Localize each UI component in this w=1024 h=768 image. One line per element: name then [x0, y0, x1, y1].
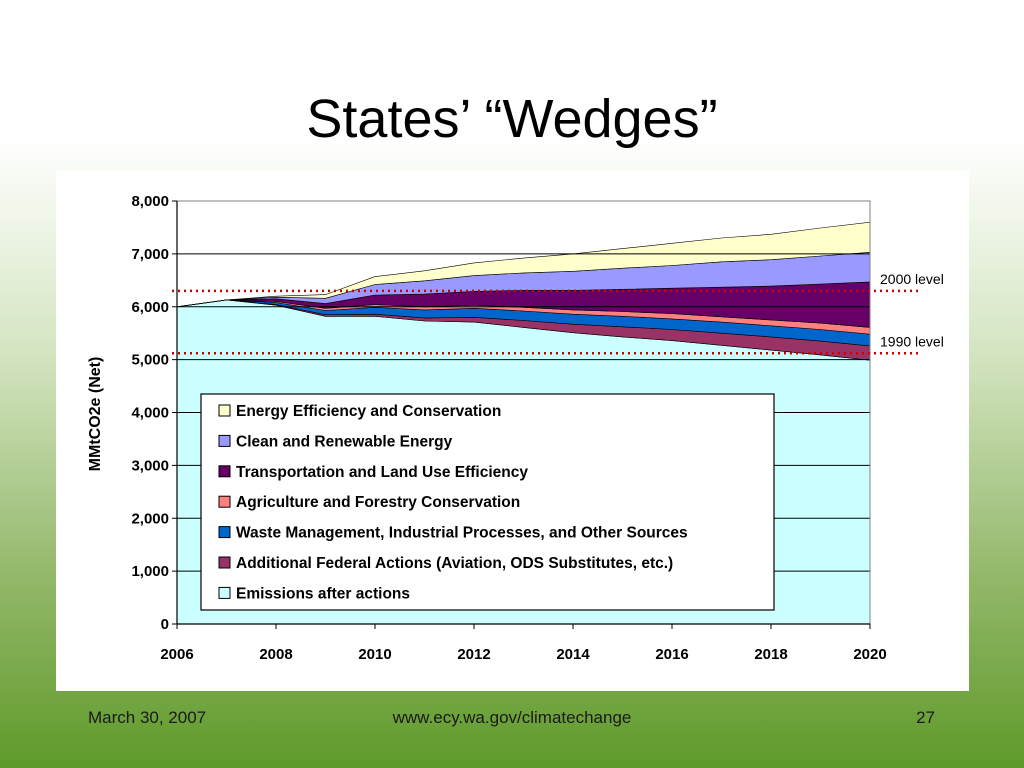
y-tick-label: 1,000: [131, 563, 169, 580]
chart-panel: 0 1,000 2,000 3,000 4,000 5,000 6,000 7,000 8,00…: [56, 171, 969, 691]
legend-swatch: [218, 586, 231, 599]
footer-page-number: 27: [916, 708, 935, 727]
legend-swatch: [218, 465, 231, 478]
reference-lines: 2000 level 1990 level: [172, 271, 944, 355]
tick-labels: 0 1,000 2,000 3,000 4,000 5,000 6,000 7,000 8,00…: [131, 193, 886, 663]
y-tick-label: 6,000: [131, 299, 169, 316]
y-tick-label: 8,000: [131, 193, 169, 210]
x-tick-label: 2018: [754, 646, 787, 663]
stacked-area-chart: 0 1,000 2,000 3,000 4,000 5,000 6,000 7,000 8,00…: [87, 193, 944, 663]
legend-label: Energy Efficiency and Conservation: [236, 403, 501, 420]
legend-label: Waste Management, Industrial Processes, …: [236, 525, 688, 542]
y-tick-label: 7,000: [131, 246, 169, 263]
x-tick-label: 2014: [556, 646, 590, 663]
legend-label: Emissions after actions: [236, 585, 410, 602]
legend: Energy Efficiency and Conservation Clean …: [200, 393, 775, 611]
x-tick-label: 2012: [457, 646, 490, 663]
x-tick-label: 2010: [358, 646, 391, 663]
legend-box: [200, 393, 775, 611]
x-tick-label: 2006: [160, 646, 193, 663]
x-tick-label: 2008: [259, 646, 292, 663]
y-tick-label: 5,000: [131, 352, 169, 369]
legend-swatch: [218, 556, 231, 569]
legend-label: Clean and Renewable Energy: [236, 433, 453, 450]
y-axis-label: MMtCO2e (Net): [87, 357, 104, 472]
footer-url: www.ecy.wa.gov/climatechange: [392, 708, 632, 727]
y-tick-label: 0: [161, 616, 169, 633]
reference-line-label: 1990 level: [880, 333, 944, 349]
footer-date: March 30, 2007: [88, 708, 207, 727]
legend-swatch: [218, 526, 231, 539]
legend-label: Additional Federal Actions (Aviation, OD…: [236, 555, 673, 572]
y-tick-label: 4,000: [131, 405, 169, 422]
slide-title: States’ “Wedges”: [306, 89, 718, 149]
x-tick-label: 2016: [655, 646, 688, 663]
x-tick-label: 2020: [853, 646, 886, 663]
y-tick-label: 3,000: [131, 457, 169, 474]
legend-swatch: [218, 434, 231, 447]
reference-line-label: 2000 level: [880, 271, 944, 287]
legend-swatch: [218, 495, 231, 508]
y-tick-label: 2,000: [131, 510, 169, 527]
legend-label: Transportation and Land Use Efficiency: [236, 464, 528, 481]
legend-swatch: [218, 404, 231, 417]
legend-label: Agriculture and Forestry Conservation: [236, 494, 520, 511]
